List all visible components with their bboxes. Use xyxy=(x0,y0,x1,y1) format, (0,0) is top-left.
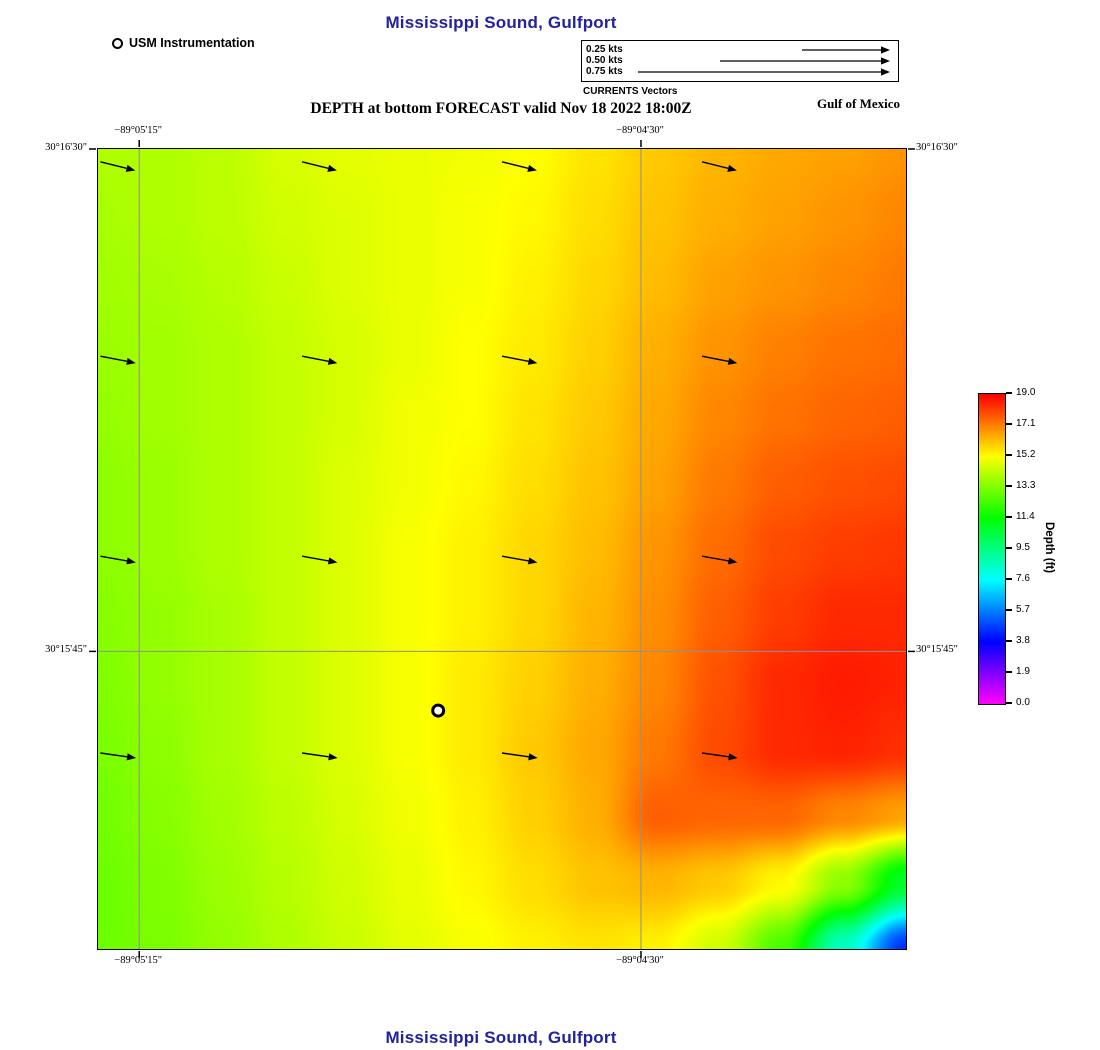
colorbar-tick-mark xyxy=(1006,516,1012,518)
instrument-legend-label: USM Instrumentation xyxy=(129,36,255,50)
colorbar xyxy=(978,393,1006,705)
map-overlay xyxy=(89,140,915,958)
colorbar-tick-mark xyxy=(1006,547,1012,549)
region-label: Gulf of Mexico xyxy=(816,96,900,111)
colorbar-tick-label: 17.1 xyxy=(1016,418,1036,429)
y-axis-tick-left: 30°15'45" xyxy=(45,644,87,656)
colorbar-tick-label: 19.0 xyxy=(1016,387,1036,398)
colorbar-tick-mark xyxy=(1006,609,1012,611)
map-title-top: Mississippi Sound, Gulfport xyxy=(385,13,617,32)
vector-legend-entry-075: 0.75 kts xyxy=(586,66,623,77)
colorbar-tick-mark xyxy=(1006,578,1012,580)
colorbar-tick-label: 1.9 xyxy=(1016,666,1030,677)
edge-tick-marks xyxy=(89,140,915,958)
colorbar-tick-mark xyxy=(1006,392,1012,394)
y-axis-tick-left: 30°16'30" xyxy=(45,142,87,153)
colorbar-tick-mark xyxy=(1006,454,1012,456)
x-axis-tick-bottom: −89°04'30" xyxy=(616,955,664,966)
colorbar-axis-label: Depth (ft) xyxy=(1043,522,1055,574)
current-vector-arrows xyxy=(100,161,738,761)
colorbar-tick-label: 0.0 xyxy=(1016,697,1030,708)
station-marker-icon xyxy=(112,37,123,49)
colorbar-tick-label: 13.3 xyxy=(1016,480,1036,491)
colorbar-tick-label: 9.5 xyxy=(1016,542,1030,553)
colorbar-tick-label: 5.7 xyxy=(1016,604,1030,615)
instrument-legend: USM Instrumentation xyxy=(112,36,255,50)
current-vector-legend: 0.25 kts 0.50 kts 0.75 kts xyxy=(581,40,899,82)
station-marker xyxy=(431,703,446,718)
colorbar-tick-label: 11.4 xyxy=(1016,511,1035,522)
colorbar-gradient xyxy=(979,394,1005,704)
map-title-bottom: Mississippi Sound, Gulfport xyxy=(385,1028,617,1047)
colorbar-tick-label: 3.8 xyxy=(1016,635,1030,646)
depth-heatmap-canvas xyxy=(98,149,906,949)
currents-vectors-caption: CURRENTS Vectors xyxy=(583,86,678,97)
colorbar-tick-mark xyxy=(1006,485,1012,487)
colorbar-tick-label: 7.6 xyxy=(1016,573,1030,584)
forecast-subtitle: DEPTH at bottom FORECAST valid Nov 18 20… xyxy=(310,100,692,117)
vector-legend-entry-050: 0.50 kts xyxy=(586,55,623,66)
colorbar-tick-label: 15.2 xyxy=(1016,449,1036,460)
x-axis-tick-bottom: −89°05'15" xyxy=(114,955,163,966)
colorbar-axis-label-wrap: Depth (ft) xyxy=(1043,393,1055,703)
x-axis-tick-top: −89°04'30" xyxy=(616,125,664,136)
y-axis-tick-right: 30°15'45" xyxy=(916,644,958,656)
depth-heatmap xyxy=(89,140,915,958)
colorbar-tick-mark xyxy=(1006,671,1012,673)
colorbar-tick-mark xyxy=(1006,423,1012,425)
y-axis-tick-right: 30°16'30" xyxy=(916,142,958,153)
vector-legend-arrows xyxy=(638,46,890,76)
vector-legend-entry-025: 0.25 kts xyxy=(586,44,623,55)
colorbar-tick-mark xyxy=(1006,702,1012,704)
x-axis-tick-top: −89°05'15" xyxy=(114,125,163,136)
colorbar-tick-mark xyxy=(1006,640,1012,642)
gridlines xyxy=(98,149,906,949)
